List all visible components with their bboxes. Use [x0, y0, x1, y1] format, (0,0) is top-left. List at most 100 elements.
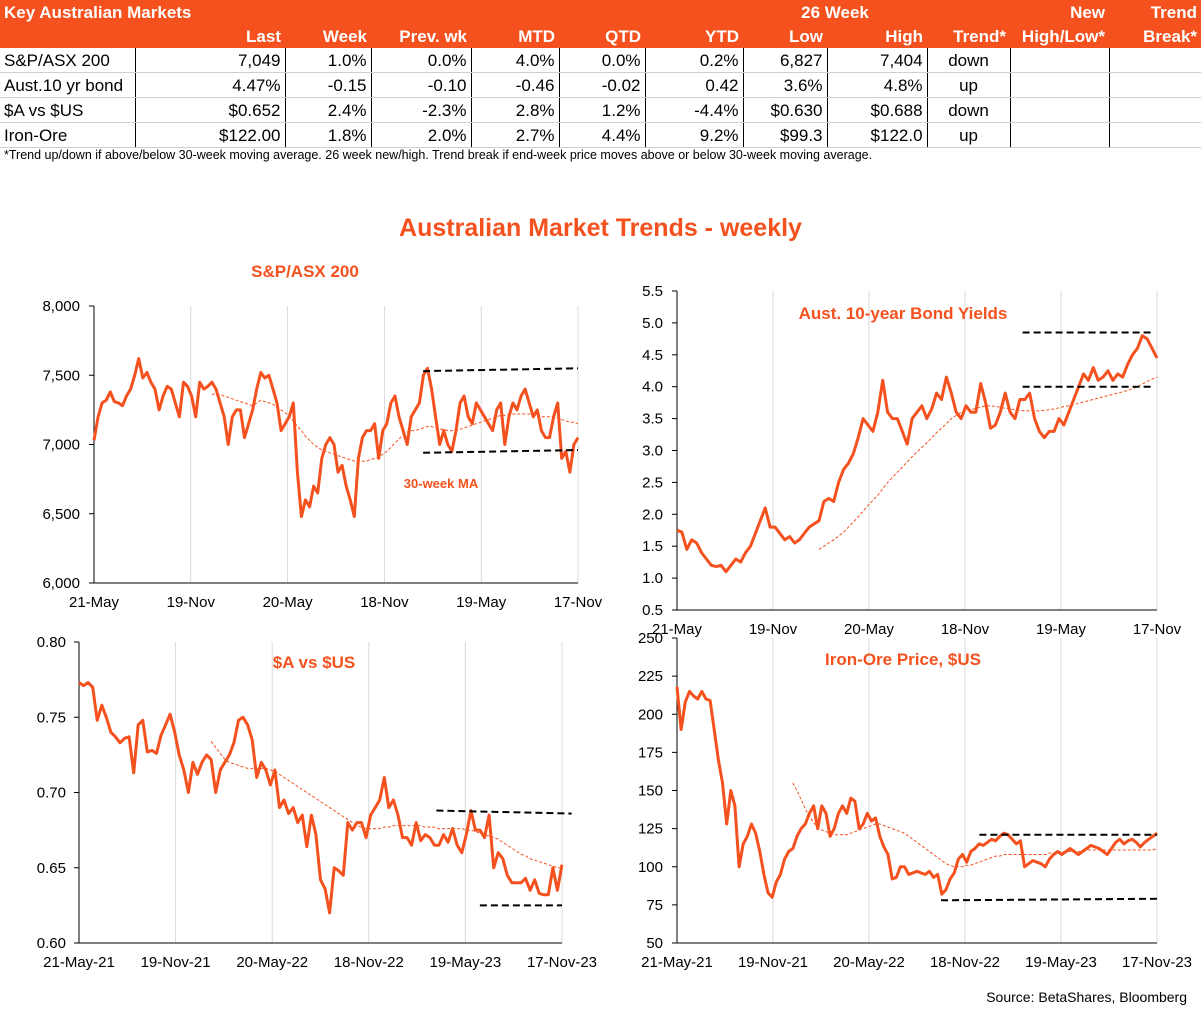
y-tick-label: 7,500 — [42, 367, 80, 384]
x-tick-label: 18-Nov-22 — [930, 954, 1000, 971]
y-tick-label: 4.5 — [642, 347, 663, 364]
cell-ytd: 0.42 — [645, 72, 744, 98]
col-header: QTD — [559, 24, 646, 48]
range-dashed-line — [423, 367, 579, 373]
col-header: Trend* — [927, 24, 1011, 48]
table-row: Aust.10 yr bond 4.47% -0.15 -0.10 -0.46 … — [0, 72, 1201, 98]
chart-title: S&P/ASX 200 — [251, 262, 359, 281]
cell-new — [1010, 122, 1110, 148]
chart-title: Aust. 10-year Bond Yields — [799, 304, 1008, 323]
cell-week: -0.15 — [285, 72, 372, 98]
x-tick-label: 20-May — [263, 594, 314, 611]
col-header: Low — [743, 24, 828, 48]
cell-ytd: 9.2% — [645, 122, 744, 148]
col-new-line2: High/Low* — [1010, 24, 1110, 48]
x-tick-label: 20-May-22 — [236, 954, 308, 971]
table-row: $A vs $US $0.652 2.4% -2.3% 2.8% 1.2% -4… — [0, 97, 1201, 123]
cell-new — [1010, 97, 1110, 123]
cell-mtd: -0.46 — [471, 72, 560, 98]
cell-week: 1.8% — [285, 122, 372, 148]
cell-week: 2.4% — [285, 97, 372, 123]
chart-title: Iron-Ore Price, $US — [825, 650, 981, 669]
col-break-line2: Break* — [1109, 24, 1201, 48]
row-name: $A vs $US — [0, 97, 136, 123]
cell-break — [1109, 97, 1201, 123]
row-name: Aust.10 yr bond — [0, 72, 136, 98]
cell-break — [1109, 48, 1201, 73]
table-title: Key Australian Markets — [0, 0, 372, 24]
main-title: Australian Market Trends - weekly — [399, 214, 802, 242]
cell-qtd: 4.4% — [559, 122, 646, 148]
y-tick-label: 6,000 — [42, 575, 80, 592]
cell-qtd: 1.2% — [559, 97, 646, 123]
col-header: Prev. wk — [371, 24, 472, 48]
y-tick-label: 50 — [646, 935, 663, 952]
y-tick-label: 225 — [638, 668, 663, 685]
x-tick-label: 19-Nov-21 — [141, 954, 211, 971]
col-header: Last — [135, 24, 285, 48]
y-tick-label: 1.5 — [642, 538, 663, 555]
x-tick-label: 17-Nov — [1133, 621, 1182, 638]
cell-last: 7,049 — [135, 48, 286, 73]
cell-ytd: -4.4% — [645, 97, 744, 123]
y-tick-label: 8,000 — [42, 298, 80, 315]
range-dashed-line — [940, 897, 1158, 902]
cell-week: 1.0% — [285, 48, 372, 73]
price-series-line — [92, 357, 580, 518]
cell-high: 4.8% — [827, 72, 928, 98]
moving-average-line — [210, 740, 562, 869]
x-tick-label: 19-Nov-21 — [738, 954, 808, 971]
x-tick-label: 19-May-23 — [1025, 954, 1097, 971]
x-tick-label: 21-May — [652, 621, 703, 638]
cell-high: 7,404 — [827, 48, 928, 73]
col-header: High — [827, 24, 928, 48]
cell-last: 4.47% — [135, 72, 286, 98]
x-tick-label: 19-May-23 — [430, 954, 502, 971]
x-tick-label: 21-May-21 — [641, 954, 713, 971]
cell-qtd: 0.0% — [559, 48, 646, 73]
moving-average-line — [818, 376, 1158, 550]
y-tick-label: 5.0 — [642, 315, 663, 332]
y-tick-label: 3.0 — [642, 443, 663, 460]
moving-average-line — [792, 782, 1158, 868]
y-tick-label: 150 — [638, 783, 663, 800]
y-tick-label: 175 — [638, 744, 663, 761]
y-tick-label: 0.80 — [37, 634, 66, 651]
y-tick-label: 250 — [638, 630, 663, 647]
table-header-row-2: Last Week Prev. wk MTD QTD YTD Low High … — [0, 24, 1201, 48]
cell-last: $122.00 — [135, 122, 286, 148]
x-tick-label: 19-Nov — [749, 621, 798, 638]
row-name: S&P/ASX 200 — [0, 48, 136, 73]
x-tick-label: 20-May-22 — [833, 954, 905, 971]
col-new-line1: New — [1010, 0, 1110, 24]
table-header-row-1: Key Australian Markets 26 Week New Trend — [0, 0, 1201, 24]
y-tick-label: 0.65 — [37, 860, 66, 877]
y-tick-label: 4.0 — [642, 379, 663, 396]
table-row: S&P/ASX 200 7,049 1.0% 0.0% 4.0% 0.0% 0.… — [0, 48, 1201, 73]
table-row: Iron-Ore $122.00 1.8% 2.0% 2.7% 4.4% 9.2… — [0, 122, 1201, 148]
moving-average-line — [211, 392, 579, 462]
cell-last: $0.652 — [135, 97, 286, 123]
cell-qtd: -0.02 — [559, 72, 646, 98]
y-tick-label: 0.75 — [37, 709, 66, 726]
x-tick-label: 17-Nov — [554, 594, 603, 611]
cell-trend: up — [927, 72, 1011, 98]
price-series-line — [675, 686, 1158, 899]
chart-title: $A vs $US — [273, 653, 356, 672]
markets-table: Key Australian Markets 26 Week New Trend… — [0, 0, 1201, 148]
y-tick-label: 0.5 — [642, 602, 663, 619]
ma-annotation: 30-week MA — [404, 476, 479, 491]
cell-break — [1109, 72, 1201, 98]
cell-trend: down — [927, 97, 1011, 123]
table-group-header: 26 Week — [743, 0, 928, 24]
cell-prev: -0.10 — [371, 72, 472, 98]
x-tick-label: 18-Nov — [360, 594, 409, 611]
cell-mtd: 4.0% — [471, 48, 560, 73]
col-break-line1: Trend — [1109, 0, 1201, 24]
cell-ytd: 0.2% — [645, 48, 744, 73]
cell-new — [1010, 72, 1110, 98]
x-tick-label: 18-Nov — [941, 621, 990, 638]
y-tick-label: 0.60 — [37, 935, 66, 952]
x-tick-label: 21-May-21 — [43, 954, 115, 971]
